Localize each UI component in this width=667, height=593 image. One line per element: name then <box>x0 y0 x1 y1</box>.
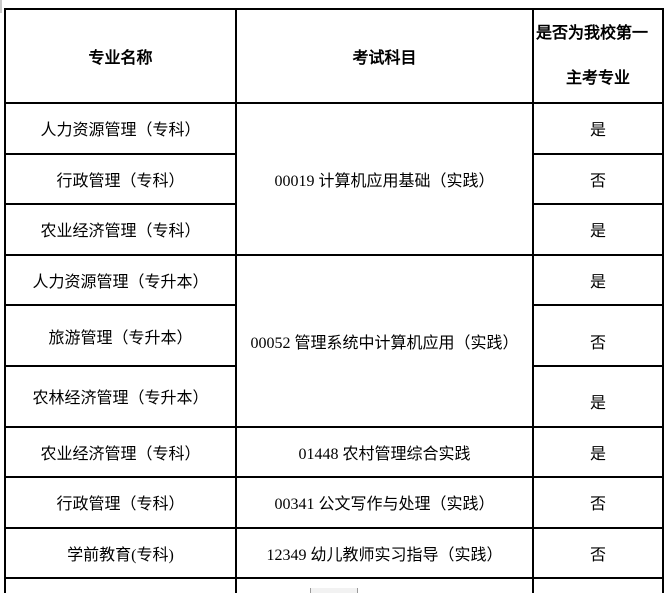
table-row: 农业经济管理（专科） 01448 农村管理综合实践 是 <box>4 425 664 479</box>
header-first-major-line1: 是否为我校第一 <box>536 24 649 42</box>
major-cell: 旅游管理（专升本） <box>4 304 237 367</box>
table-row: 农业经济管理（专科） 是 <box>4 203 664 256</box>
major-cell: 人力资源管理（专科） <box>4 102 237 155</box>
subject-cell: 00052 管理系统中计算机应用（实践） <box>235 253 534 428</box>
first-major-cell: 否 <box>532 152 664 206</box>
first-major-cell: 否 <box>532 304 664 367</box>
subject-cell: 12657 幼儿教师教研指导（实践） <box>235 577 534 593</box>
table-row: 旅游管理（专升本） 否 <box>4 304 664 367</box>
table-row: 学前教育（专升本） 12657 幼儿教师教研指导（实践） 是 <box>4 577 664 593</box>
table-row: 行政管理（专科） 00341 公文写作与处理（实践） 否 <box>4 476 664 529</box>
scrollbar-artifact <box>310 588 358 593</box>
first-major-cell: 是 <box>532 102 664 155</box>
major-cell: 农林经济管理（专升本） <box>4 364 237 428</box>
table-row: 农林经济管理（专升本） 是 <box>4 364 664 428</box>
first-major-cell: 否 <box>532 526 664 580</box>
major-cell: 行政管理（专科） <box>4 476 237 529</box>
header-first-major: 是否为我校第一 主考专业 <box>532 8 664 104</box>
major-cell: 农业经济管理（专科） <box>4 203 237 256</box>
header-row: 专业名称 考试科目 是否为我校第一 主考专业 <box>4 8 664 104</box>
first-major-cell: 否 <box>532 476 664 529</box>
table-row: 人力资源管理（专升本） 00052 管理系统中计算机应用（实践） 是 <box>4 253 664 428</box>
table-row: 人力资源管理（专科） 00019 计算机应用基础（实践） 是 <box>4 102 664 256</box>
major-cell: 学前教育（专升本） <box>4 577 237 593</box>
table-row: 学前教育(专科) 12349 幼儿教师实习指导（实践） 否 <box>4 526 664 580</box>
table-row: 行政管理（专科） 否 <box>4 152 664 206</box>
page-corner-artifact <box>0 0 2 13</box>
header-major: 专业名称 <box>4 8 237 104</box>
major-cell: 人力资源管理（专升本） <box>4 253 237 307</box>
header-first-major-line2: 主考专业 <box>565 69 630 87</box>
subject-cell: 12349 幼儿教师实习指导（实践） <box>235 526 534 580</box>
exam-subjects-table: 专业名称 考试科目 是否为我校第一 主考专业 人力资源管理（专科） 00019 … <box>4 8 664 593</box>
subject-cell: 00019 计算机应用基础（实践） <box>235 102 534 256</box>
header-subject: 考试科目 <box>235 8 534 104</box>
first-major-cell: 是 <box>532 203 664 256</box>
major-cell: 行政管理（专科） <box>4 152 237 206</box>
subject-cell: 01448 农村管理综合实践 <box>235 425 534 479</box>
first-major-cell: 是 <box>532 253 664 307</box>
major-cell: 农业经济管理（专科） <box>4 425 237 479</box>
first-major-cell: 是 <box>532 577 664 593</box>
major-cell: 学前教育(专科) <box>4 526 237 580</box>
first-major-cell: 是 <box>532 425 664 479</box>
header-first-major-wrap: 是否为我校第一 主考专业 <box>535 11 661 101</box>
subject-cell: 00341 公文写作与处理（实践） <box>235 476 534 529</box>
first-major-cell: 是 <box>532 364 664 428</box>
